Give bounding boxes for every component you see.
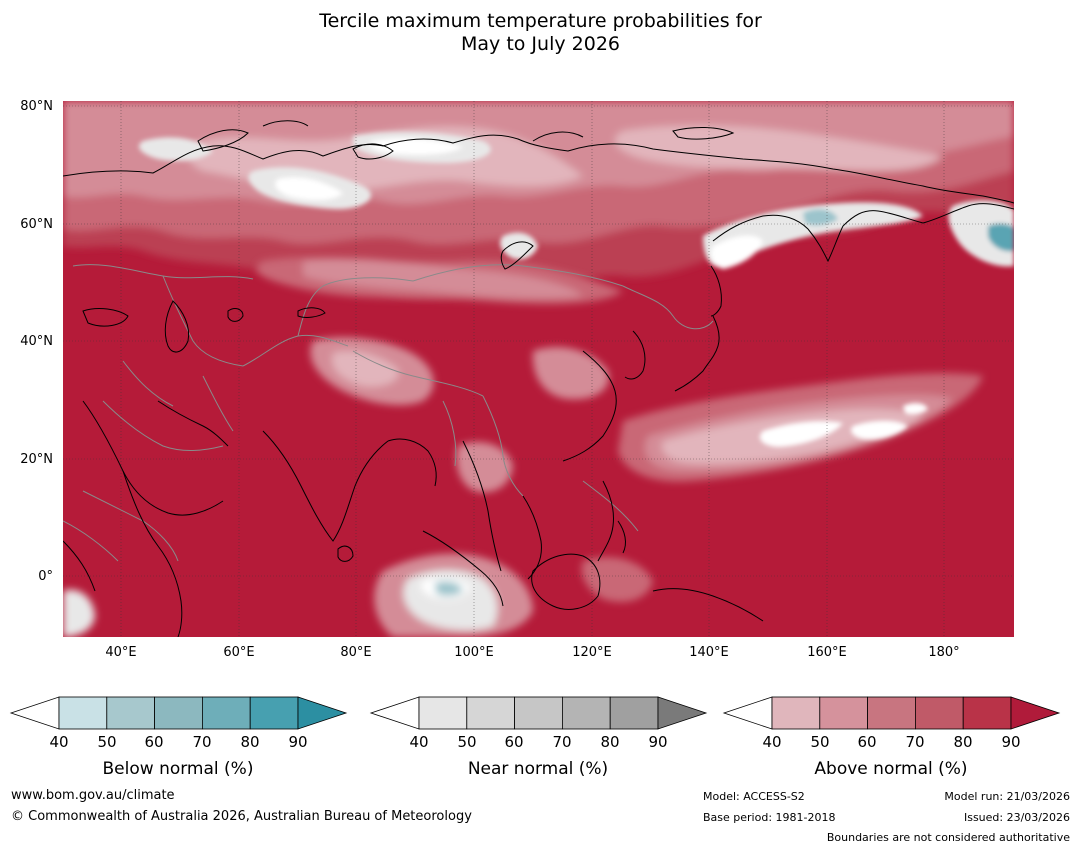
footer-disclaimer: Boundaries are not considered authoritat… <box>826 831 1070 844</box>
footer-base-period: Base period: 1981-2018 <box>703 811 836 824</box>
near-patch-bering <box>948 200 1014 267</box>
field-tibet-faint <box>332 351 399 387</box>
cbar-below-tick: 90 <box>288 733 308 751</box>
cbar-above-tick: 90 <box>1001 733 1021 751</box>
white-patch-pacific-c <box>903 403 928 415</box>
cbar-below-tick: 60 <box>144 733 164 751</box>
colorbar-near-normal <box>369 696 708 730</box>
colorbar-segment <box>154 696 203 730</box>
colorbar-segment <box>819 696 869 730</box>
cbar-near-tick: 80 <box>600 733 620 751</box>
colorbar-above-normal <box>722 696 1061 730</box>
colorbar-extension-high <box>297 696 348 730</box>
below-patch-java <box>435 581 463 596</box>
colorbar-segment <box>962 696 1012 730</box>
lat-label-20n: 20°N <box>20 452 53 467</box>
colorbar-segment <box>106 696 156 730</box>
cbar-near-tick: 70 <box>552 733 572 751</box>
white-patch-okhotsk <box>711 235 763 269</box>
cbar-above-tick: 60 <box>857 733 877 751</box>
footer-model-run: Model run: 21/03/2026 <box>944 790 1070 803</box>
colorbar-segment <box>249 696 299 730</box>
cbar-below-tick: 80 <box>240 733 260 751</box>
cbar-below-tick: 50 <box>97 733 117 751</box>
cbar-above-tick: 50 <box>810 733 830 751</box>
colorbar-segment <box>914 696 964 730</box>
field-siberia-faint <box>614 125 943 172</box>
near-patch-africa <box>63 589 95 637</box>
lon-label-40e: 40°E <box>105 645 137 660</box>
colorbar-segment <box>609 696 659 730</box>
colorbar-extension-low <box>9 696 60 730</box>
cbar-below-title: Below normal (%) <box>102 759 254 779</box>
cbar-near-tick: 90 <box>648 733 668 751</box>
below-patch-bering <box>988 223 1014 252</box>
lon-label-160e: 160°E <box>807 645 847 660</box>
footer-website: www.bom.gov.au/climate <box>11 788 175 803</box>
cbar-near-tick: 40 <box>409 733 429 751</box>
white-patch-urals <box>275 177 343 201</box>
colorbar-segment <box>201 696 251 730</box>
lat-label-0: 0° <box>38 569 53 584</box>
colorbar-extension-high <box>657 696 708 730</box>
colorbar-extension-low <box>369 696 420 730</box>
footer-copyright: © Commonwealth of Australia 2026, Austra… <box>11 809 472 824</box>
cbar-above-tick: 70 <box>905 733 925 751</box>
footer-issued: Issued: 23/03/2026 <box>963 811 1070 824</box>
colorbar-below-normal <box>9 696 348 730</box>
colorbar-segment <box>867 696 916 730</box>
colorbar-segment <box>771 696 821 730</box>
lon-label-180: 180° <box>928 645 960 660</box>
lon-label-120e: 120°E <box>572 645 612 660</box>
graticule <box>63 101 1014 637</box>
lat-label-40n: 40°N <box>20 334 53 349</box>
near-patch-baikal <box>500 232 538 260</box>
colorbar-segment <box>514 696 563 730</box>
lon-label-140e: 140°E <box>689 645 729 660</box>
field-east-china-low <box>532 347 609 400</box>
colorbar-segment <box>418 696 468 730</box>
field-indochina-low <box>456 442 513 493</box>
lon-label-80e: 80°E <box>340 645 372 660</box>
footer-model: Model: ACCESS-S2 <box>703 790 805 803</box>
colorbar-segment <box>561 696 611 730</box>
map-title-line1: Tercile maximum temperature probabilitie… <box>319 10 762 32</box>
colorbar-segment <box>466 696 516 730</box>
cbar-below-tick: 40 <box>49 733 69 751</box>
near-patch-barents <box>138 137 213 161</box>
colorbar-extension-low <box>722 696 773 730</box>
below-patch-kamchatka <box>803 209 838 226</box>
lat-label-80n: 80°N <box>20 99 53 114</box>
country-boundaries <box>63 264 714 562</box>
cbar-below-tick: 70 <box>192 733 212 751</box>
probability-map-svg <box>63 101 1014 637</box>
cbar-above-tick: 80 <box>953 733 973 751</box>
lon-label-100e: 100°E <box>454 645 494 660</box>
lat-label-60n: 60°N <box>20 217 53 232</box>
cbar-near-tick: 60 <box>504 733 524 751</box>
white-patch-pacific-b <box>851 420 908 440</box>
field-siberia-low <box>303 258 583 299</box>
cbar-above-tick: 40 <box>762 733 782 751</box>
map-title-line2: May to July 2026 <box>461 33 620 55</box>
colorbar-extension-high <box>1010 696 1061 730</box>
forecast-map <box>63 101 1014 637</box>
white-patch-pacific-a <box>759 421 843 447</box>
cbar-near-title: Near normal (%) <box>467 759 609 779</box>
coastlines <box>63 120 1014 637</box>
lon-label-60e: 60°E <box>223 645 255 660</box>
cbar-above-title: Above normal (%) <box>814 759 968 779</box>
colorbar-segment <box>58 696 108 730</box>
cbar-near-tick: 50 <box>457 733 477 751</box>
